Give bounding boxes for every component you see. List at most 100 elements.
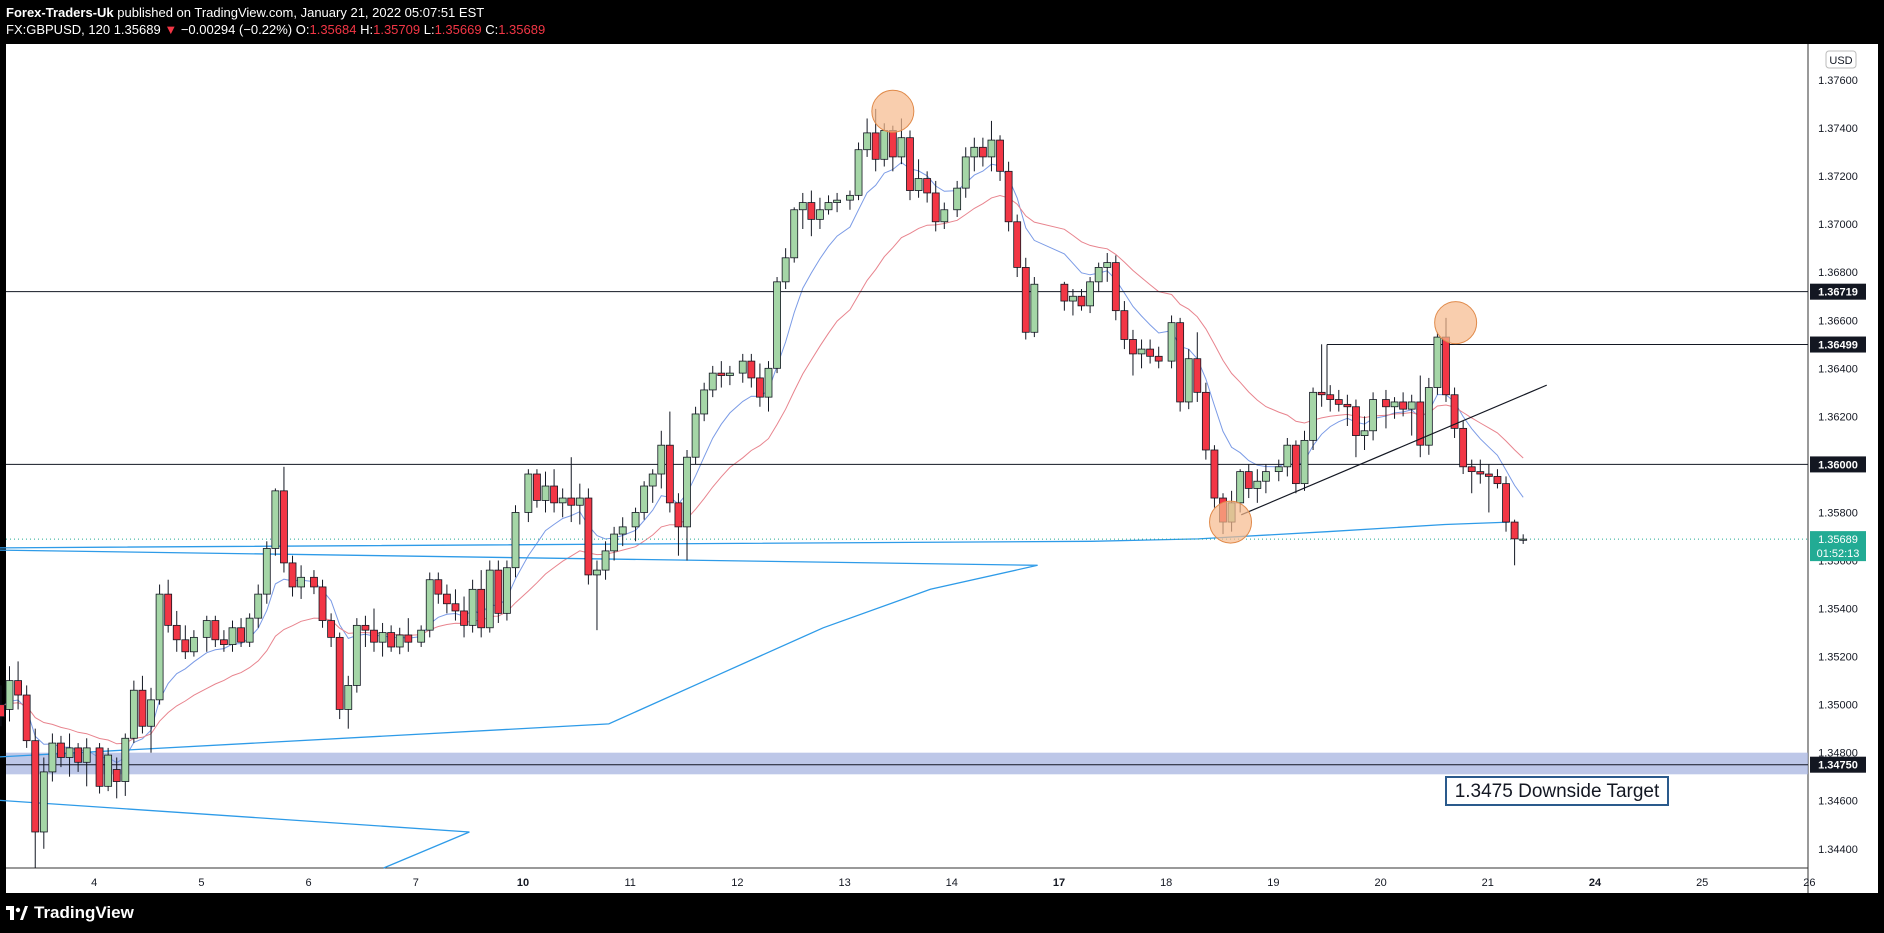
x-tick-label: 24 [1589,877,1602,889]
candle-body-up [48,742,57,773]
candle-body-up [352,624,361,686]
candle-body-up [558,497,567,504]
candle-body-up [575,497,584,506]
symbol-name[interactable]: FX:GBPUSD [6,22,82,37]
candle-body-down [22,694,31,742]
author-name[interactable]: Forex-Traders-Uk [6,5,114,20]
currency-label: USD [1829,55,1852,67]
candle-body-up [417,629,426,643]
y-tick-label: 1.37400 [1818,123,1858,135]
candle-body-down [888,130,897,158]
x-tick-label: 21 [1482,877,1494,889]
x-tick-label: 7 [413,877,419,889]
tradingview-logo[interactable]: TradingView [6,903,134,923]
footer: TradingView [0,893,1884,933]
candle-body-down [1111,262,1120,312]
current-price-label: 1.35689 [1818,534,1858,546]
candle-body-down [1416,401,1425,446]
candle-body-up [1369,399,1377,432]
candle-body-up [1030,283,1039,333]
candle-body-up [593,569,601,576]
candle-body-down [1459,427,1468,468]
candle-body-up [1137,348,1146,355]
candle-body-up [189,636,198,653]
candle-body-up [202,620,211,638]
candle-body-down [387,632,396,648]
candle-body-up [880,130,889,160]
long-ma-line [0,521,1510,869]
candle-body-up [262,548,271,595]
price-label: 1.36499 [1818,340,1858,352]
current-price-box [1810,531,1866,562]
close-value: 1.35689 [498,22,546,37]
time-axis[interactable]: 4 5 6 7 10 11 12 13 14 17 18 19 20 21 24 25 26 [91,877,1815,889]
candle-body-down [1493,476,1502,485]
price-label-box [1810,283,1866,300]
candle-body-down [220,639,228,645]
candle-body-down [1334,399,1343,405]
candle-body-down [1399,401,1408,410]
candle-body-down [1292,444,1300,485]
low-value: 1.35669 [434,22,482,37]
candle-body-down [1013,221,1022,268]
y-tick-label: 1.36800 [1818,267,1858,279]
x-tick-label: 25 [1696,877,1708,889]
highlight-circle[interactable] [1209,500,1253,544]
candle-body-down [923,178,932,194]
annotation-text: 1.3475 Downside Target [1455,781,1660,802]
candle-body-down [1060,283,1069,302]
candle-body-up [5,680,14,710]
published-text: published on TradingView.com, January 21… [117,5,485,20]
y-tick-label: 1.35800 [1818,507,1858,519]
candle-body-up [468,588,477,626]
candle-body-up [344,685,353,710]
price-label-box [1810,756,1866,773]
highlight-circle[interactable] [871,89,915,133]
candle-body-down [1129,339,1137,355]
x-tick-label: 6 [306,877,312,889]
change-arrow-icon: ▼ [164,22,178,37]
candle-body-up [648,473,657,487]
candle-body-down [1146,348,1155,357]
candle-body-up [1094,267,1103,283]
price-label: 1.34750 [1818,760,1858,772]
candle-body-up [846,194,854,201]
highlight-circle[interactable] [1434,301,1478,345]
price-chart[interactable]: 1.37600 1.37400 1.37200 1.37000 1.36800 1.366… [0,44,1884,893]
annotation-box[interactable]: 1.3475 Downside Target [1445,776,1669,806]
x-tick-label: 20 [1374,877,1386,889]
ema-slow-line [0,194,1524,745]
candle-body-up [683,456,691,528]
candle-body-down [318,586,327,621]
price-axis[interactable]: 1.37600 1.37400 1.37200 1.37000 1.36800 1.366… [1810,75,1866,856]
candle-body-up [503,567,511,614]
candle-body-up [1433,336,1442,388]
candle-body-down [1352,406,1360,436]
candle-body-down [747,360,756,379]
candle-body-up [1236,471,1245,504]
candle-body-up [1283,444,1292,468]
candle-body-down [1467,466,1476,473]
candle-body-up [245,617,254,643]
candle-body-up [1261,471,1270,482]
candle-body-down [280,490,288,564]
candle-body-up [897,137,906,158]
candle-body-down [164,593,173,626]
candle-body-up [987,139,996,158]
horizontal-levels [6,291,1808,766]
candle-body-up [631,512,640,528]
trendline[interactable] [1241,384,1547,516]
candle-body-up [1424,387,1433,446]
candle-body-down [14,680,22,696]
candle-body-up [738,360,747,374]
annotation-border [1445,776,1669,806]
x-tick-label: 13 [838,877,850,889]
price-label: 1.36719 [1818,287,1858,299]
candle-body-up [790,209,799,259]
open-label: O: [295,22,310,37]
candle-body-up [640,485,649,513]
candle-body-up [1390,401,1399,408]
candle-body-down [1510,521,1519,540]
candle-body-up [228,627,237,645]
candle-body-down [674,502,683,528]
